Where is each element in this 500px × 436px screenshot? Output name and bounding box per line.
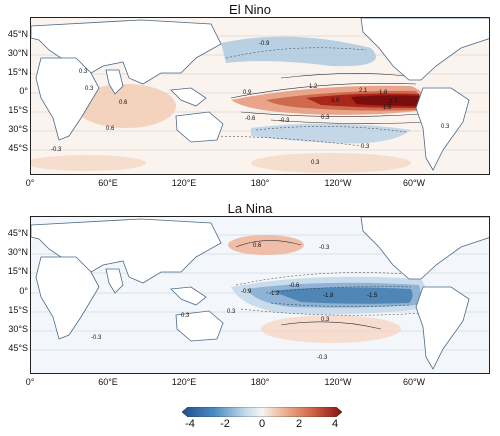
lon-tick: 0° [25,178,35,188]
contour-label: 0.3 [227,309,236,315]
contour-label: -0.9 [241,289,252,295]
south-america [415,87,470,171]
lat-tick: 15°S [8,105,28,115]
india [105,69,124,95]
lat-tick: 30°S [8,124,28,134]
contour-label: 1.5 [383,105,392,111]
anomaly-neg-south [251,123,411,144]
lon-tick: 60°W [402,377,426,387]
contour-label: 0.3 [181,313,190,319]
lon-tick: 60°E [98,377,118,387]
continents-la-nina [31,217,489,370]
colorbar-svg [181,406,343,418]
contour-label: 2.7 [389,99,398,105]
colorbar-tick: -2 [220,418,230,430]
map-el-nino: -0.9 0.3 0.6 0.9 1.2 2.1 1.8 1.5 3.0 2.7… [30,17,490,175]
colorbar-tick: -4 [185,418,195,430]
map-svg-la-nina: 0.6 -0.3 -0.6 -0.9 -1.2 -1.8 -1.5 0.3 0.… [31,217,489,373]
colorbar-tick: 2 [295,418,303,430]
lon-tick: 180° [250,178,270,188]
anomaly-tongue-inner [271,287,413,304]
lon-tick: 60°E [98,178,118,188]
contour-label: 0.6 [253,243,262,249]
continents-el-nino [31,18,489,171]
panel-title-el-nino: El Nino [229,2,271,17]
lat-tick: 45°N [7,228,28,238]
lon-tick: 120°E [171,377,197,387]
anomaly-neg-north [221,36,376,67]
contour-label: -0.6 [289,283,300,289]
lat-tick: 30°N [7,247,28,257]
contour-label: 0.3 [79,69,88,75]
map-la-nina: 0.6 -0.3 -0.6 -0.9 -1.2 -1.8 -1.5 0.3 0.… [30,216,490,374]
contour-label: -0.3 [317,355,328,361]
anomaly-pos-north [228,235,304,255]
contour-label: 1.8 [379,90,388,96]
contour-label: -0.3 [51,147,62,153]
lat-tick: 30°S [8,324,28,334]
anomaly-tongue-core [351,95,420,106]
lat-tick: 15°S [8,305,28,315]
lat-tick: 45°N [7,29,28,39]
lat-tick: 15°N [7,266,28,276]
contour-label: 0.9 [243,90,252,96]
panel-title-la-nina: La Nina [227,201,273,216]
contour-label: -0.6 [245,116,256,122]
lat-tick: 45°S [8,343,28,353]
contour-label: -1.5 [367,293,378,299]
contour-label: 0.6 [106,126,115,132]
contour-label: 2.1 [359,88,368,94]
colorbar-tick: 4 [331,418,339,430]
contour-label: -1.8 [323,293,334,299]
contour-label: -1.2 [269,291,280,297]
contour-label: 1.2 [309,84,318,90]
anomaly-pos-indian [76,84,176,128]
australia [175,111,224,143]
lon-tick: 120°W [324,377,352,387]
anomaly-pos-south [261,315,401,343]
lat-tick: 0° [19,286,28,296]
colorbar [181,404,343,418]
maritime-continent [170,87,207,107]
africa [35,57,100,141]
lat-tick: 30°N [7,48,28,58]
contour-label: 0.3 [311,160,320,166]
contour-label: 0.3 [441,124,450,130]
lat-tick: 15°N [7,67,28,77]
contour-label: 0.6 [119,100,128,106]
contour-label: -0.9 [259,41,270,47]
contour-label: 0.3 [361,144,370,150]
contour-label: -0.3 [319,245,330,251]
contour-label: 3.0 [331,98,340,104]
contour-label: 0.3 [321,115,330,121]
contour-label: -0.3 [279,118,290,124]
north-america [360,18,489,81]
map-svg-el-nino: -0.9 0.3 0.6 0.9 1.2 2.1 1.8 1.5 3.0 2.7… [31,18,489,174]
lat-tick: 45°S [8,143,28,153]
lat-tick: 0° [19,86,28,96]
lon-tick: 60°W [402,178,426,188]
lon-tick: 180° [250,377,270,387]
lon-tick: 120°W [324,178,352,188]
lon-tick: 0° [25,377,35,387]
colorbar-tick: 0 [258,418,266,430]
lon-tick: 120°E [171,178,197,188]
contour-label: 0.3 [85,86,94,92]
contour-label: -0.3 [91,335,102,341]
contour-label: 0.3 [321,317,330,323]
